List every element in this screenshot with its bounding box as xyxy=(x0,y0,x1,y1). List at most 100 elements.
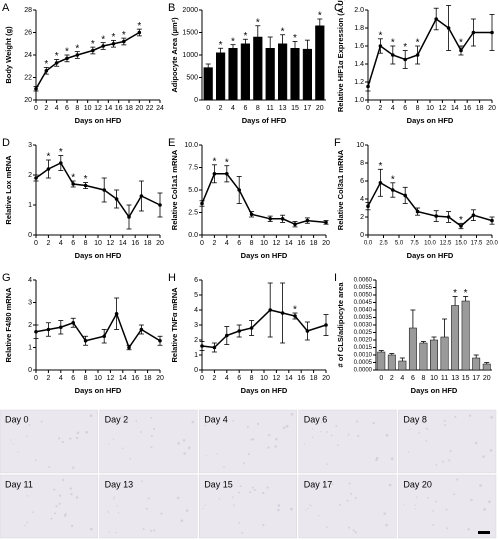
x-tick-label: 8 xyxy=(84,375,88,382)
y-axis-label: # of CLS/adipocyte area xyxy=(336,282,345,368)
histology-image xyxy=(298,474,397,539)
x-tick-label: 16 xyxy=(297,375,305,382)
line xyxy=(367,181,493,227)
x-tick-label: 17 xyxy=(304,105,312,112)
y-tick-label: 5.0 xyxy=(188,187,198,194)
significance-mark: * xyxy=(453,288,457,299)
tissue-texture xyxy=(153,427,156,431)
y-tick-label: 6 xyxy=(360,178,364,185)
y-axis-label: Relative Lox mRNA xyxy=(4,155,13,225)
significance-mark: * xyxy=(112,32,116,43)
tissue-texture xyxy=(483,508,487,511)
significance-mark: * xyxy=(464,288,468,299)
tissue-texture xyxy=(385,523,388,527)
tissue-texture xyxy=(31,511,34,514)
tissue-texture xyxy=(183,452,186,455)
tissue-texture xyxy=(145,507,148,510)
significance-mark: * xyxy=(101,34,105,45)
line xyxy=(35,31,140,90)
tissue-texture xyxy=(488,500,491,504)
x-axis-label: Days on HFD xyxy=(75,116,122,125)
tissue-texture xyxy=(426,428,429,431)
tissue-texture xyxy=(40,420,43,423)
x-tick-label: 6 xyxy=(411,375,415,382)
y-tick-label: 0 xyxy=(360,232,364,239)
tissue-texture xyxy=(467,528,470,531)
x-tick-label: 0 xyxy=(34,240,38,247)
tissue-texture xyxy=(357,434,360,438)
significance-mark: * xyxy=(212,156,216,167)
y-tick-label: 3 xyxy=(28,299,32,306)
tissue-texture xyxy=(285,424,289,428)
y-tick-label: 2.0 xyxy=(354,7,364,14)
y-tick-label: 5 xyxy=(194,292,198,299)
tissue-texture xyxy=(319,430,322,433)
x-tick-label: 18 xyxy=(310,240,318,247)
x-tick-label: 11 xyxy=(441,375,448,382)
bar xyxy=(290,48,300,101)
tissue-texture xyxy=(239,485,242,488)
bar xyxy=(302,48,312,101)
tissue-texture xyxy=(142,528,145,531)
tissue-texture xyxy=(385,433,389,437)
x-tick-label: 13 xyxy=(451,375,459,382)
tissue-texture xyxy=(85,430,88,434)
tissue-texture xyxy=(246,425,249,428)
x-tick-label: 14 xyxy=(285,375,293,382)
histology-image xyxy=(398,409,497,474)
y-tick-label: 0.0045 xyxy=(354,300,373,306)
x-tick-label: 6 xyxy=(71,240,75,247)
tissue-texture xyxy=(150,529,153,532)
bar xyxy=(461,300,470,371)
tissue-texture xyxy=(489,448,493,452)
tissue-texture xyxy=(242,462,245,465)
panel-letter: C xyxy=(334,2,342,14)
y-tick-label: 0.0030 xyxy=(354,323,373,329)
tissue-texture xyxy=(250,438,253,441)
significance-mark: * xyxy=(71,173,75,184)
x-tick-label: 18 xyxy=(144,240,152,247)
tissue-texture xyxy=(303,443,305,445)
bar xyxy=(216,52,226,101)
tissue-texture xyxy=(354,496,357,499)
tissue-texture xyxy=(76,431,80,435)
panel-letter: A xyxy=(2,2,10,14)
tissue-texture xyxy=(449,450,452,453)
tissue-texture xyxy=(115,531,118,534)
x-tick-label: 20 xyxy=(316,105,324,112)
tissue-texture xyxy=(53,512,57,515)
tissue-texture xyxy=(403,504,405,506)
tissue-texture xyxy=(113,498,115,500)
x-tick-label: 2 xyxy=(212,240,216,247)
line xyxy=(367,17,492,87)
x-axis-label: Days on HFD xyxy=(411,386,458,395)
tissue-texture xyxy=(12,422,15,425)
x-tick-label: 10 xyxy=(426,105,434,112)
x-tick-label: 6 xyxy=(237,240,241,247)
x-tick-label: 4 xyxy=(391,105,395,112)
image-label: Day 11 xyxy=(5,479,33,489)
tissue-texture xyxy=(336,444,339,447)
tissue-texture xyxy=(75,436,79,440)
x-tick-label: 17 xyxy=(472,375,480,382)
x-tick-label: 18 xyxy=(125,105,133,112)
tissue-texture xyxy=(490,415,494,419)
x-axis-label: Days on HFD xyxy=(75,251,122,260)
tissue-texture xyxy=(326,463,329,465)
x-tick-label: 4 xyxy=(231,105,235,112)
tissue-texture xyxy=(238,491,240,494)
tissue-texture xyxy=(28,424,31,426)
x-tick-label: 16 xyxy=(463,105,471,112)
panel-letter: G xyxy=(2,272,11,284)
significance-mark: * xyxy=(416,38,420,49)
y-tick-label: 20 xyxy=(24,97,32,104)
bar xyxy=(419,342,428,371)
x-tick-label: 8 xyxy=(256,105,260,112)
x-tick-label: 2 xyxy=(46,240,50,247)
x-tick-label: 4 xyxy=(225,375,229,382)
tissue-texture xyxy=(247,453,250,456)
tissue-texture xyxy=(262,524,265,527)
y-tick-label: 10 xyxy=(356,142,364,149)
x-tick-label: 8 xyxy=(75,105,79,112)
tissue-texture xyxy=(282,426,286,430)
